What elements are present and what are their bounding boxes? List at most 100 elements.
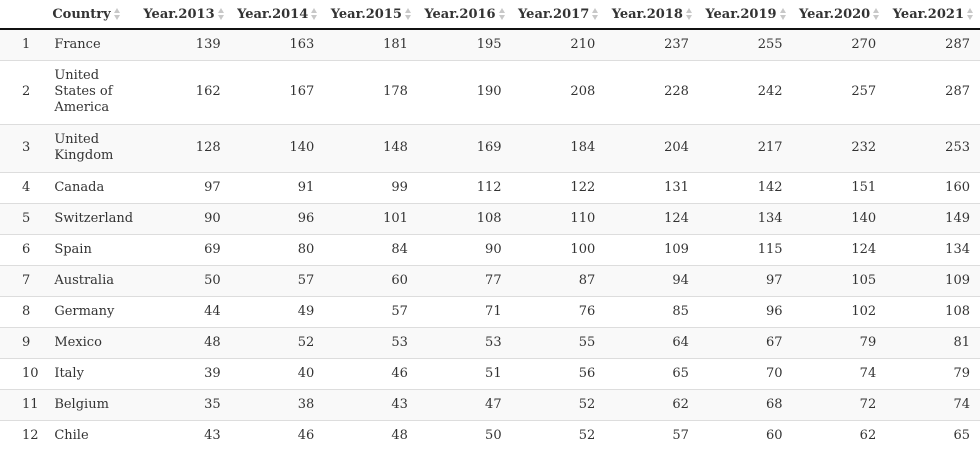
table-row: 11 Belgium 35 38 43 47 52 62 68 72 74 xyxy=(0,388,980,420)
value-cell: 270 xyxy=(792,28,887,60)
value-cell: 100 xyxy=(511,233,606,265)
value-cell: 44 xyxy=(136,295,231,327)
value-cell: 69 xyxy=(136,233,231,265)
country-cell: Germany xyxy=(44,295,137,327)
value-cell: 99 xyxy=(324,171,418,203)
value-cell: 108 xyxy=(417,202,512,234)
value-cell: 131 xyxy=(605,171,699,203)
value-cell: 102 xyxy=(792,295,887,327)
column-header-year-2019[interactable]: Year.2019 xyxy=(698,0,793,30)
value-cell: 257 xyxy=(792,59,887,124)
value-cell: 57 xyxy=(605,419,699,451)
column-header-year-2017[interactable]: Year.2017 xyxy=(511,0,606,30)
value-cell: 255 xyxy=(698,28,793,60)
value-cell: 35 xyxy=(136,388,231,420)
table-body: 1 France 139 163 181 195 210 237 255 270… xyxy=(0,28,980,451)
column-header-year-2014[interactable]: Year.2014 xyxy=(230,0,325,30)
value-cell: 52 xyxy=(511,419,606,451)
value-cell: 47 xyxy=(417,388,512,420)
value-cell: 101 xyxy=(324,202,418,234)
value-cell: 140 xyxy=(230,123,325,172)
row-index: 6 xyxy=(0,233,45,265)
value-cell: 67 xyxy=(698,326,793,358)
value-cell: 109 xyxy=(605,233,699,265)
value-cell: 57 xyxy=(230,264,325,296)
table-row: 8 Germany 44 49 57 71 76 85 96 102 108 xyxy=(0,295,980,327)
country-cell: United Kingdom xyxy=(44,123,137,172)
row-index: 8 xyxy=(0,295,45,327)
table-row: 2 United States of America 162 167 178 1… xyxy=(0,59,980,124)
value-cell: 70 xyxy=(698,357,793,389)
value-cell: 91 xyxy=(230,171,325,203)
value-cell: 79 xyxy=(886,357,980,389)
value-cell: 94 xyxy=(605,264,699,296)
value-cell: 228 xyxy=(605,59,699,124)
value-cell: 85 xyxy=(605,295,699,327)
row-index: 4 xyxy=(0,171,45,203)
value-cell: 287 xyxy=(886,28,980,60)
sort-icon xyxy=(311,8,318,20)
table-row: 5 Switzerland 90 96 101 108 110 124 134 … xyxy=(0,202,980,234)
row-index: 2 xyxy=(0,59,45,124)
value-cell: 46 xyxy=(324,357,418,389)
value-cell: 64 xyxy=(605,326,699,358)
value-cell: 65 xyxy=(886,419,980,451)
value-cell: 62 xyxy=(792,419,887,451)
value-cell: 105 xyxy=(792,264,887,296)
value-cell: 151 xyxy=(792,171,887,203)
column-header-label: Year.2016 xyxy=(424,6,496,22)
column-header-label: Year.2015 xyxy=(330,6,402,22)
value-cell: 96 xyxy=(230,202,325,234)
country-cell: Italy xyxy=(44,357,137,389)
value-cell: 72 xyxy=(792,388,887,420)
column-header-year-2016[interactable]: Year.2016 xyxy=(417,0,512,30)
column-header-year-2015[interactable]: Year.2015 xyxy=(324,0,418,30)
value-cell: 53 xyxy=(324,326,418,358)
value-cell: 81 xyxy=(886,326,980,358)
column-header-label: Year.2021 xyxy=(892,6,964,22)
value-cell: 208 xyxy=(511,59,606,124)
value-cell: 76 xyxy=(511,295,606,327)
value-cell: 242 xyxy=(698,59,793,124)
row-index: 3 xyxy=(0,123,45,172)
value-cell: 97 xyxy=(698,264,793,296)
value-cell: 51 xyxy=(417,357,512,389)
value-cell: 50 xyxy=(136,264,231,296)
value-cell: 53 xyxy=(417,326,512,358)
value-cell: 49 xyxy=(230,295,325,327)
value-cell: 149 xyxy=(886,202,980,234)
value-cell: 134 xyxy=(698,202,793,234)
sort-icon xyxy=(779,8,787,20)
value-cell: 184 xyxy=(511,123,606,172)
value-cell: 163 xyxy=(230,28,325,60)
value-cell: 210 xyxy=(511,28,606,60)
country-cell: Canada xyxy=(44,171,137,203)
column-header-country[interactable]: Country xyxy=(44,0,137,30)
value-cell: 65 xyxy=(605,357,699,389)
value-cell: 96 xyxy=(698,295,793,327)
country-cell: France xyxy=(44,28,137,60)
value-cell: 160 xyxy=(886,171,980,203)
value-cell: 39 xyxy=(136,357,231,389)
value-cell: 237 xyxy=(605,28,699,60)
column-header-year-2021[interactable]: Year.2021 xyxy=(886,0,980,30)
row-index: 11 xyxy=(0,388,45,420)
value-cell: 77 xyxy=(417,264,512,296)
value-cell: 190 xyxy=(417,59,512,124)
value-cell: 74 xyxy=(886,388,980,420)
value-cell: 109 xyxy=(886,264,980,296)
column-header-label: Year.2014 xyxy=(237,6,309,22)
value-cell: 48 xyxy=(324,419,418,451)
value-cell: 253 xyxy=(886,123,980,172)
column-header-year-2018[interactable]: Year.2018 xyxy=(605,0,699,30)
row-index: 1 xyxy=(0,28,45,60)
value-cell: 162 xyxy=(136,59,231,124)
country-cell: Belgium xyxy=(44,388,137,420)
value-cell: 112 xyxy=(417,171,512,203)
value-cell: 56 xyxy=(511,357,606,389)
column-header-label: Year.2013 xyxy=(143,6,215,22)
column-header-year-2013[interactable]: Year.2013 xyxy=(136,0,231,30)
table-row: 12 Chile 43 46 48 50 52 57 60 62 65 xyxy=(0,419,980,451)
column-header-year-2020[interactable]: Year.2020 xyxy=(792,0,887,30)
